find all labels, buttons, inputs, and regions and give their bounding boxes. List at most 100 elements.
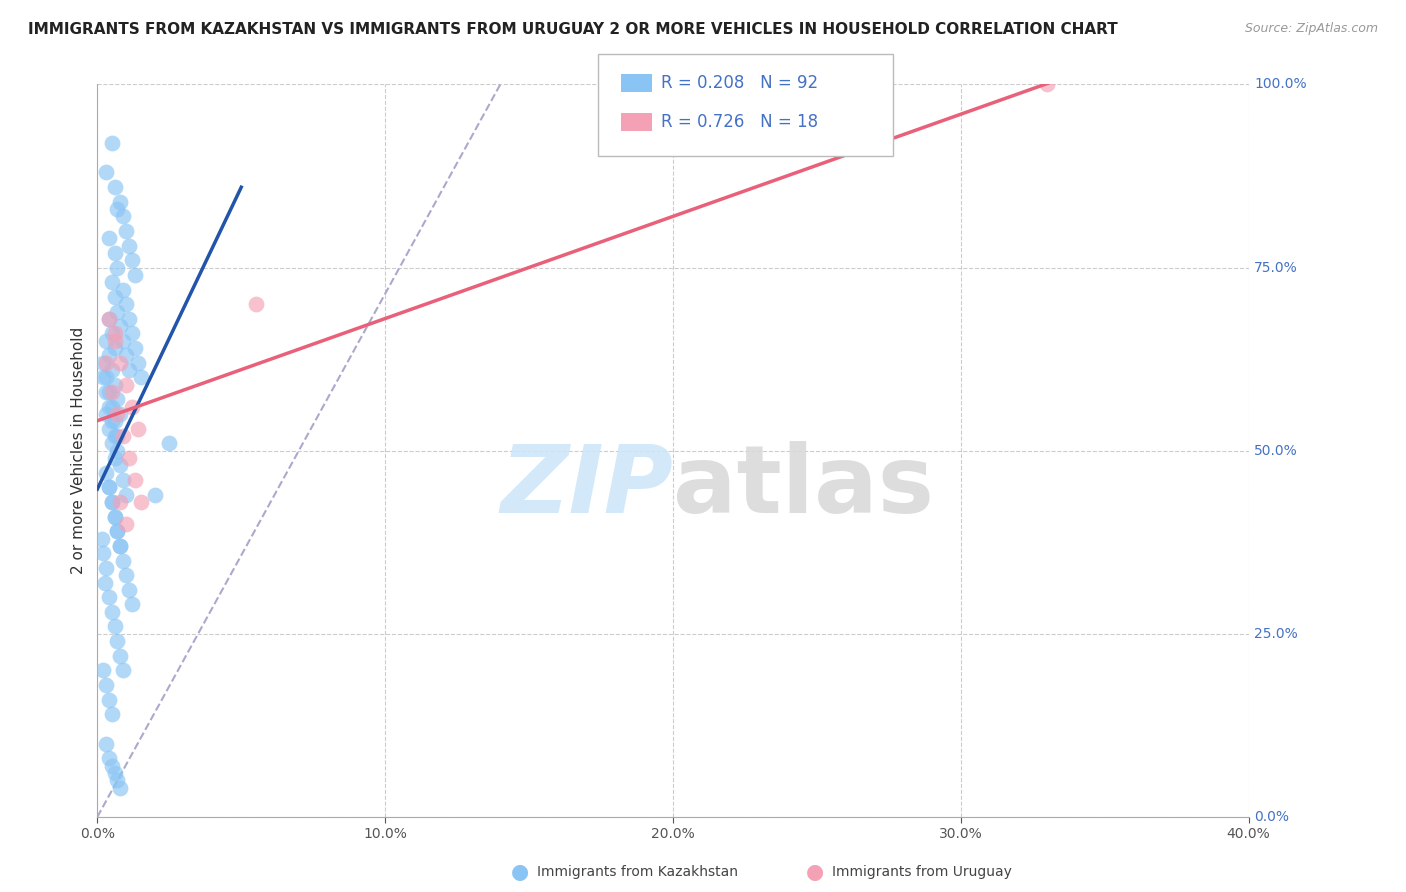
Point <box>112 664 135 678</box>
Point <box>97 480 120 494</box>
Y-axis label: 2 or more Vehicles in Household: 2 or more Vehicles in Household <box>72 327 86 574</box>
Point <box>112 283 135 297</box>
Point <box>97 751 120 765</box>
Point <box>110 319 132 334</box>
Point <box>97 231 120 245</box>
Point <box>97 480 120 494</box>
Point <box>100 436 122 450</box>
Text: ●: ● <box>807 863 824 882</box>
Point <box>124 473 146 487</box>
Point <box>94 678 117 692</box>
Point <box>107 524 129 539</box>
Text: R = 0.208   N = 92: R = 0.208 N = 92 <box>661 74 818 92</box>
Point <box>107 429 129 443</box>
Point <box>97 311 120 326</box>
Text: Immigrants from Kazakhstan: Immigrants from Kazakhstan <box>537 865 738 880</box>
Point <box>115 224 138 238</box>
Point <box>124 268 146 282</box>
Text: Source: ZipAtlas.com: Source: ZipAtlas.com <box>1244 22 1378 36</box>
Point <box>94 561 117 575</box>
Point <box>107 392 129 407</box>
Text: ●: ● <box>512 863 529 882</box>
Point <box>91 664 114 678</box>
Point <box>97 385 120 400</box>
Point <box>110 539 132 553</box>
Point <box>110 648 132 663</box>
Text: 0.0%: 0.0% <box>1254 810 1289 824</box>
Point <box>115 516 138 531</box>
Point <box>100 495 122 509</box>
Text: 75.0%: 75.0% <box>1254 260 1298 275</box>
Point <box>91 370 114 384</box>
Point <box>110 194 132 209</box>
Point <box>118 363 141 377</box>
Point <box>104 290 127 304</box>
Point <box>121 400 143 414</box>
Point <box>104 180 127 194</box>
Point <box>107 773 129 788</box>
Point <box>104 429 127 443</box>
Point <box>121 253 143 268</box>
Text: R = 0.726   N = 18: R = 0.726 N = 18 <box>661 113 818 131</box>
Point <box>97 422 120 436</box>
Text: atlas: atlas <box>673 442 934 533</box>
Text: 100.0%: 100.0% <box>1254 78 1308 92</box>
Point <box>127 422 149 436</box>
Text: ZIP: ZIP <box>501 442 673 533</box>
Point <box>115 297 138 311</box>
Text: 25.0%: 25.0% <box>1254 627 1298 640</box>
Point <box>94 737 117 751</box>
Point <box>112 209 135 223</box>
Point <box>129 495 152 509</box>
Point <box>94 356 117 370</box>
Point <box>91 356 114 370</box>
Point <box>110 539 132 553</box>
Point <box>104 509 127 524</box>
Point <box>112 553 135 567</box>
Point <box>104 377 127 392</box>
Point <box>100 414 122 428</box>
Point <box>107 202 129 216</box>
Point <box>100 400 122 414</box>
Point <box>118 582 141 597</box>
Point <box>121 598 143 612</box>
Point <box>104 246 127 260</box>
Point <box>107 524 129 539</box>
Point <box>118 311 141 326</box>
Point <box>100 385 122 400</box>
Point <box>104 450 127 465</box>
Text: IMMIGRANTS FROM KAZAKHSTAN VS IMMIGRANTS FROM URUGUAY 2 OR MORE VEHICLES IN HOUS: IMMIGRANTS FROM KAZAKHSTAN VS IMMIGRANTS… <box>28 22 1118 37</box>
Point <box>94 334 117 348</box>
Point <box>97 348 120 362</box>
Point <box>93 575 115 590</box>
Point <box>97 400 120 414</box>
Point <box>107 634 129 648</box>
Point <box>94 466 117 480</box>
Point <box>104 766 127 780</box>
Point <box>110 495 132 509</box>
Point <box>97 692 120 706</box>
Point <box>100 495 122 509</box>
Point <box>112 473 135 487</box>
Point <box>110 458 132 473</box>
Point <box>104 619 127 633</box>
Point <box>100 758 122 772</box>
Point <box>97 590 120 604</box>
Point <box>118 238 141 252</box>
Point <box>127 356 149 370</box>
Point <box>110 407 132 421</box>
Point <box>97 311 120 326</box>
Point <box>100 707 122 722</box>
Point <box>100 363 122 377</box>
Point <box>157 436 180 450</box>
Point <box>100 605 122 619</box>
Point <box>112 429 135 443</box>
Point <box>100 275 122 289</box>
Point <box>124 341 146 355</box>
Point <box>245 297 267 311</box>
Point <box>107 407 129 421</box>
Point <box>94 165 117 179</box>
Point <box>115 377 138 392</box>
Point <box>110 780 132 795</box>
Text: Immigrants from Uruguay: Immigrants from Uruguay <box>832 865 1012 880</box>
